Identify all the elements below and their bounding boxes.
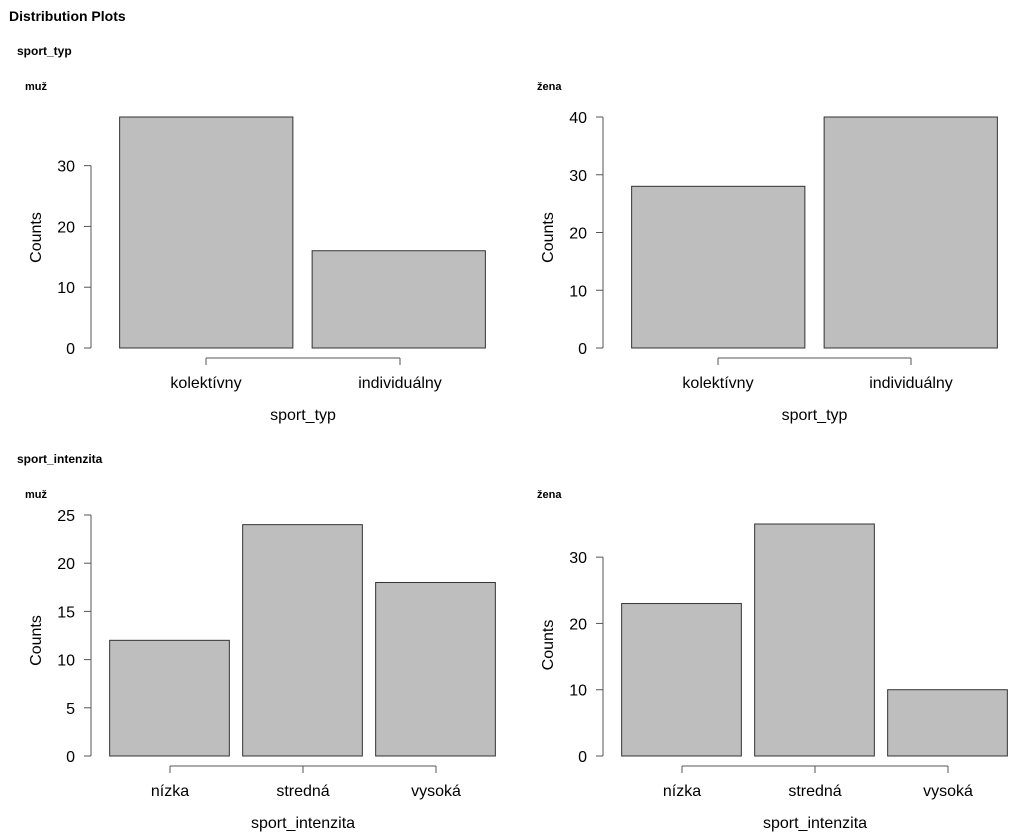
- x-axis-title: sport_intenzita: [763, 815, 867, 832]
- y-tick-label: 10: [57, 280, 75, 297]
- bar-0: [631, 185, 806, 349]
- x-tick-label: vysoká: [923, 783, 973, 800]
- page-title: Distribution Plots: [9, 8, 126, 24]
- bar-chart-sport-intenzita-zena: 0 10 20 30 nízka stredná vysoká sport_intenzita…: [540, 523, 1008, 832]
- plot-title-sport-intenzita-muz: muž: [25, 489, 47, 501]
- y-tick-label: 30: [57, 159, 75, 176]
- bar-1: [311, 250, 486, 349]
- bar-1: [823, 116, 998, 349]
- y-tick-label: 20: [57, 219, 75, 236]
- x-tick-label: kolektívny: [682, 375, 753, 392]
- bar-chart-sport-typ-zena: 0 10 20 30 40 kolektívny individuálny sport_typ…: [540, 110, 998, 424]
- bar-1: [754, 523, 875, 757]
- section-title-sport-intenzita: sport_intenzita: [17, 452, 103, 466]
- y-tick-label: 30: [569, 168, 587, 185]
- y-tick-label: 20: [57, 556, 75, 573]
- y-axis-title: Counts: [540, 212, 557, 263]
- y-tick-label: 10: [57, 653, 75, 670]
- section-title-sport-typ: sport_typ: [17, 44, 72, 58]
- y-tick-label: 25: [57, 508, 75, 525]
- y-tick-label: 10: [569, 283, 587, 300]
- bar-2: [375, 581, 496, 757]
- y-tick-label: 15: [57, 604, 75, 621]
- x-axis-title: sport_intenzita: [251, 815, 355, 832]
- x-axis-title: sport_typ: [270, 407, 336, 424]
- x-tick-label: nízka: [151, 783, 189, 800]
- y-tick-label: 40: [569, 110, 587, 127]
- x-tick-label: individuálny: [869, 375, 953, 392]
- bar-chart-sport-typ-muz: 0 10 20 30 kolektívny individuálny sport_typ Co…: [28, 116, 486, 424]
- plot-title-sport-typ-muz: muž: [25, 81, 47, 93]
- bar-0: [109, 639, 230, 757]
- x-axis-title: sport_typ: [782, 407, 848, 424]
- y-tick-label: 0: [66, 749, 75, 766]
- bar-0: [119, 116, 294, 349]
- x-tick-label: individuálny: [358, 375, 442, 392]
- plot-title-sport-typ-zena: žena: [537, 81, 562, 93]
- y-axis-title: Counts: [28, 615, 45, 666]
- plot-title-sport-intenzita-zena: žena: [537, 489, 562, 501]
- bar-chart-sport-intenzita-muz: 0 5 10 15 20 25 nízka stredná vysoká sport_intenz…: [28, 508, 496, 832]
- x-tick-label: stredná: [276, 783, 329, 800]
- y-tick-label: 20: [569, 616, 587, 633]
- x-tick-label: kolektívny: [170, 375, 241, 392]
- y-axis-title: Counts: [540, 620, 557, 671]
- y-tick-label: 0: [578, 341, 587, 358]
- bar-0: [621, 603, 742, 757]
- y-tick-label: 0: [66, 341, 75, 358]
- y-tick-label: 5: [66, 701, 75, 718]
- y-axis-title: Counts: [28, 212, 45, 263]
- x-tick-label: stredná: [788, 783, 841, 800]
- y-tick-label: 30: [569, 550, 587, 567]
- y-tick-label: 0: [578, 749, 587, 766]
- x-tick-label: nízka: [663, 783, 701, 800]
- x-tick-label: vysoká: [411, 783, 461, 800]
- y-tick-label: 20: [569, 226, 587, 243]
- bar-1: [242, 524, 363, 757]
- bar-2: [887, 689, 1008, 757]
- y-tick-label: 10: [569, 683, 587, 700]
